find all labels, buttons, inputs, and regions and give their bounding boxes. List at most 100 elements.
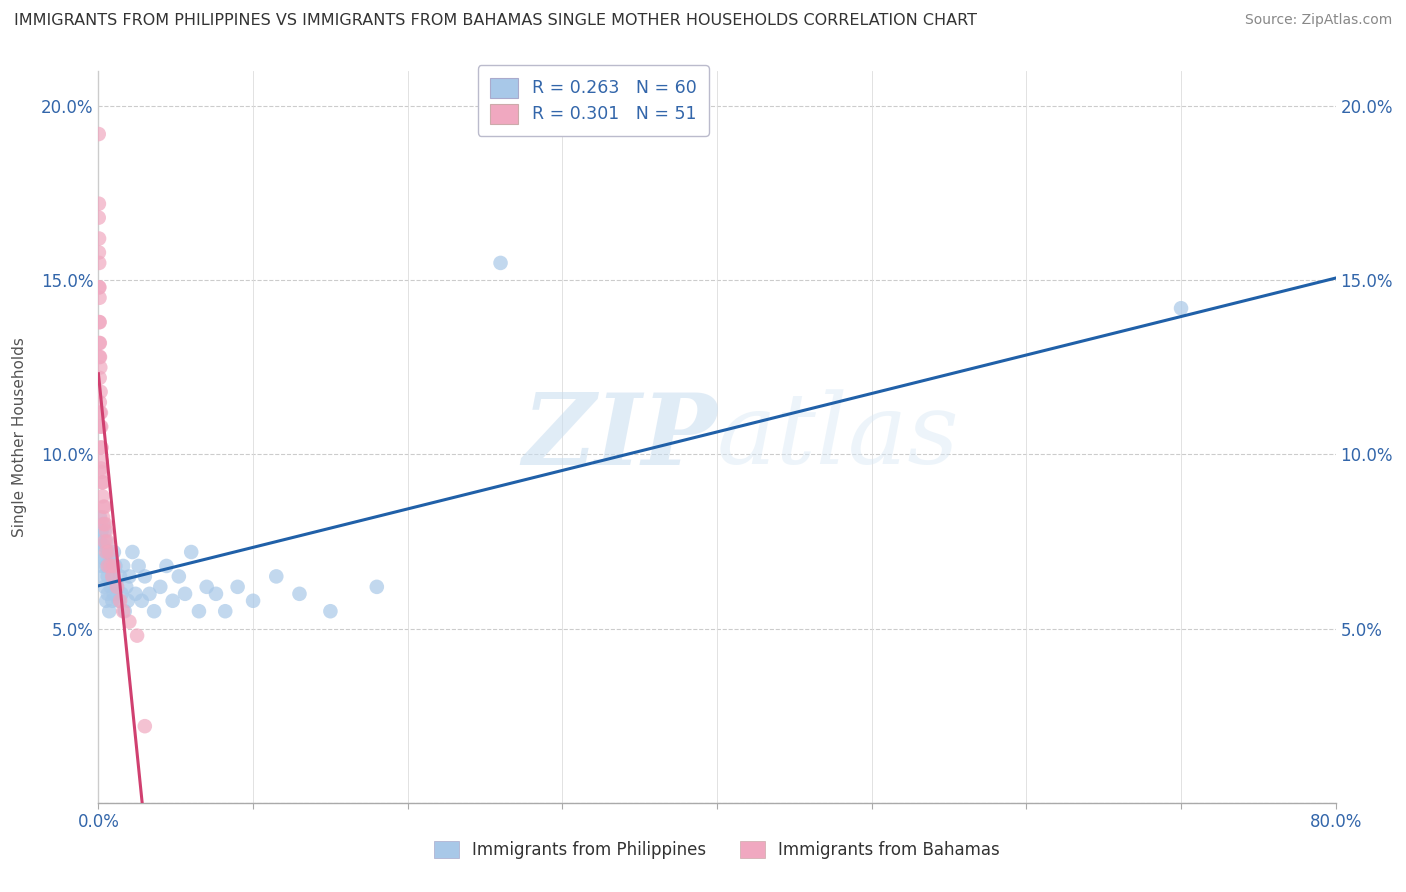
Point [195, 580, 218, 594]
Point [89, 315, 111, 329]
Point [242, 594, 264, 608]
Point [93, 580, 115, 594]
Point [115, 580, 138, 594]
Point [149, 580, 172, 594]
Point [112, 558, 135, 573]
Point [93, 500, 115, 514]
Point [162, 594, 184, 608]
Point [105, 580, 128, 594]
Point [91, 475, 114, 490]
Point [103, 545, 125, 559]
Point [105, 580, 128, 594]
Point [90, 465, 112, 479]
Point [205, 587, 228, 601]
Point [103, 587, 125, 601]
Point [96, 594, 118, 608]
Point [90, 558, 112, 573]
Point [98, 558, 121, 573]
Point [167, 569, 190, 583]
Point [180, 545, 202, 559]
Point [103, 558, 125, 573]
Point [89, 395, 111, 409]
Point [96, 534, 118, 549]
Point [87, 245, 110, 260]
Point [131, 594, 153, 608]
Point [93, 552, 115, 566]
Point [98, 604, 121, 618]
Point [97, 569, 120, 583]
Point [96, 545, 118, 559]
Point [89, 336, 111, 351]
Point [89, 315, 111, 329]
Point [1170, 301, 1192, 316]
Point [97, 534, 120, 549]
Point [93, 517, 115, 532]
Point [100, 558, 122, 573]
Point [143, 604, 166, 618]
Point [87, 127, 110, 141]
Point [89, 534, 111, 549]
Point [96, 558, 118, 573]
Point [89, 256, 111, 270]
Point [101, 569, 124, 583]
Point [91, 510, 114, 524]
Point [90, 406, 112, 420]
Point [90, 545, 112, 559]
Point [89, 350, 111, 364]
Point [89, 280, 111, 294]
Point [112, 604, 135, 618]
Point [90, 441, 112, 455]
Point [101, 569, 124, 583]
Point [96, 524, 118, 538]
Point [121, 545, 143, 559]
Point [114, 604, 136, 618]
Point [87, 211, 110, 225]
Point [100, 552, 122, 566]
Point [124, 587, 146, 601]
Point [89, 419, 111, 434]
Y-axis label: Single Mother Households: Single Mother Households [13, 337, 27, 537]
Point [214, 604, 236, 618]
Point [98, 545, 121, 559]
Point [90, 419, 112, 434]
Point [87, 196, 110, 211]
Point [97, 587, 120, 601]
Point [91, 489, 114, 503]
Point [91, 517, 114, 532]
Point [134, 569, 156, 583]
Point [174, 587, 197, 601]
Text: ZIP: ZIP [522, 389, 717, 485]
Point [108, 569, 131, 583]
Text: atlas: atlas [717, 390, 960, 484]
Point [319, 604, 342, 618]
Point [89, 371, 111, 385]
Point [489, 256, 512, 270]
Point [118, 569, 141, 583]
Point [101, 594, 124, 608]
Point [89, 350, 111, 364]
Legend: Immigrants from Philippines, Immigrants from Bahamas: Immigrants from Philippines, Immigrants … [426, 833, 1008, 868]
Point [155, 558, 177, 573]
Point [117, 594, 139, 608]
Point [89, 291, 111, 305]
Point [93, 500, 115, 514]
Point [89, 406, 111, 420]
Point [97, 558, 120, 573]
Point [91, 538, 114, 552]
Text: Source: ZipAtlas.com: Source: ZipAtlas.com [1244, 13, 1392, 28]
Point [288, 587, 311, 601]
Point [93, 524, 115, 538]
Point [111, 587, 132, 601]
Point [89, 336, 111, 351]
Point [107, 594, 129, 608]
Point [138, 587, 160, 601]
Point [87, 231, 110, 245]
Point [127, 629, 149, 643]
Point [128, 558, 150, 573]
Point [94, 517, 117, 532]
Point [226, 580, 249, 594]
Point [90, 384, 112, 399]
Point [366, 580, 388, 594]
Point [90, 454, 112, 468]
Point [89, 510, 111, 524]
